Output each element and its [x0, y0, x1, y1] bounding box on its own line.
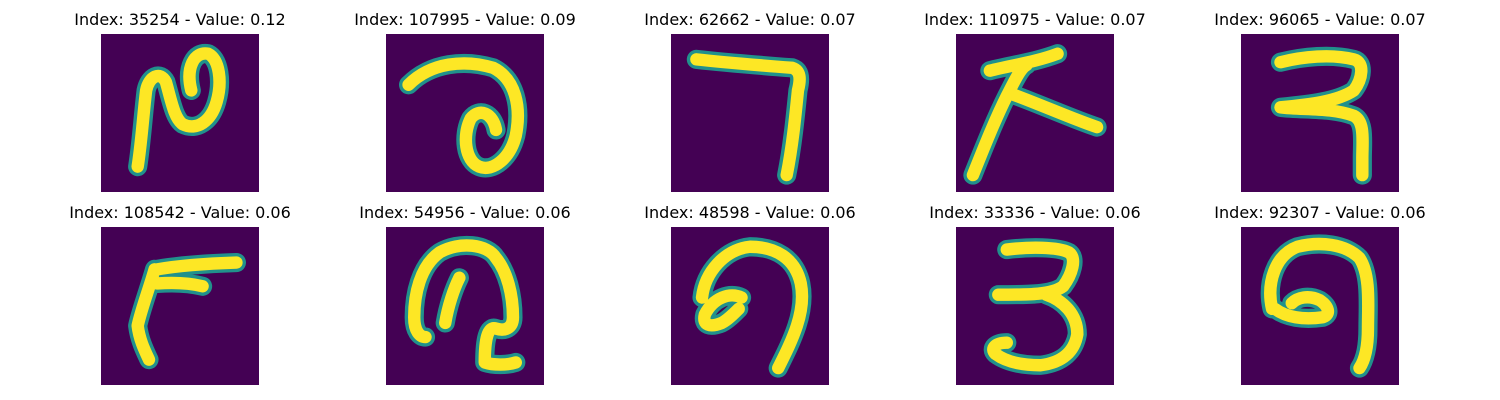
image-panel: Index: 62662 - Value: 0.07 [630, 10, 870, 200]
digit-glyph [963, 44, 1107, 185]
image-panel: Index: 54956 - Value: 0.06 [345, 203, 585, 393]
digit-image [1241, 34, 1399, 192]
digit-image [671, 34, 829, 192]
image-panel: Index: 96065 - Value: 0.07 [1200, 10, 1440, 200]
panel-title: Index: 92307 - Value: 0.06 [1214, 203, 1426, 222]
digit-image [101, 227, 259, 385]
digit-glyph [404, 235, 526, 375]
digit-glyph [128, 252, 247, 370]
digit-glyph [1270, 46, 1373, 185]
glyph-stroke-core [987, 241, 1084, 372]
glyph-stroke-core [1264, 237, 1375, 375]
glyph-stroke-core [131, 256, 243, 366]
glyph-stroke-core [131, 47, 226, 173]
panel-title: Index: 48598 - Value: 0.06 [644, 203, 856, 222]
digit-glyph [128, 44, 230, 177]
digit-image [386, 34, 544, 192]
digit-image [956, 34, 1114, 192]
digit-glyph [983, 238, 1087, 375]
panel-title: Index: 96065 - Value: 0.07 [1214, 10, 1426, 29]
image-panel: Index: 107995 - Value: 0.09 [345, 10, 585, 200]
digit-image [1241, 227, 1399, 385]
panel-title: Index: 108542 - Value: 0.06 [69, 203, 291, 222]
panel-title: Index: 54956 - Value: 0.06 [359, 203, 571, 222]
glyph-stroke-core [402, 57, 524, 175]
digit-glyph [398, 53, 528, 178]
image-panel: Index: 110975 - Value: 0.07 [915, 10, 1155, 200]
glyph-stroke-core [690, 53, 806, 182]
glyph-stroke-core [1274, 50, 1369, 182]
image-panel: Index: 92307 - Value: 0.06 [1200, 203, 1440, 393]
digit-image [671, 227, 829, 385]
image-panel: Index: 108542 - Value: 0.06 [60, 203, 300, 393]
panel-title: Index: 33336 - Value: 0.06 [929, 203, 1141, 222]
digit-image [956, 227, 1114, 385]
image-panel: Index: 35254 - Value: 0.12 [60, 10, 300, 200]
digit-image [386, 227, 544, 385]
image-panel: Index: 48598 - Value: 0.06 [630, 203, 870, 393]
digit-image [101, 34, 259, 192]
glyph-stroke-core [966, 47, 1104, 182]
glyph-stroke-core [695, 240, 809, 375]
digit-glyph [1260, 234, 1378, 378]
panel-title: Index: 35254 - Value: 0.12 [74, 10, 286, 29]
panel-title: Index: 62662 - Value: 0.07 [644, 10, 856, 29]
digit-glyph [686, 49, 810, 185]
panel-title: Index: 110975 - Value: 0.07 [924, 10, 1146, 29]
glyph-stroke-core [408, 239, 522, 371]
panel-title: Index: 107995 - Value: 0.09 [354, 10, 576, 29]
digit-glyph [692, 237, 812, 378]
image-panel: Index: 33336 - Value: 0.06 [915, 203, 1155, 393]
